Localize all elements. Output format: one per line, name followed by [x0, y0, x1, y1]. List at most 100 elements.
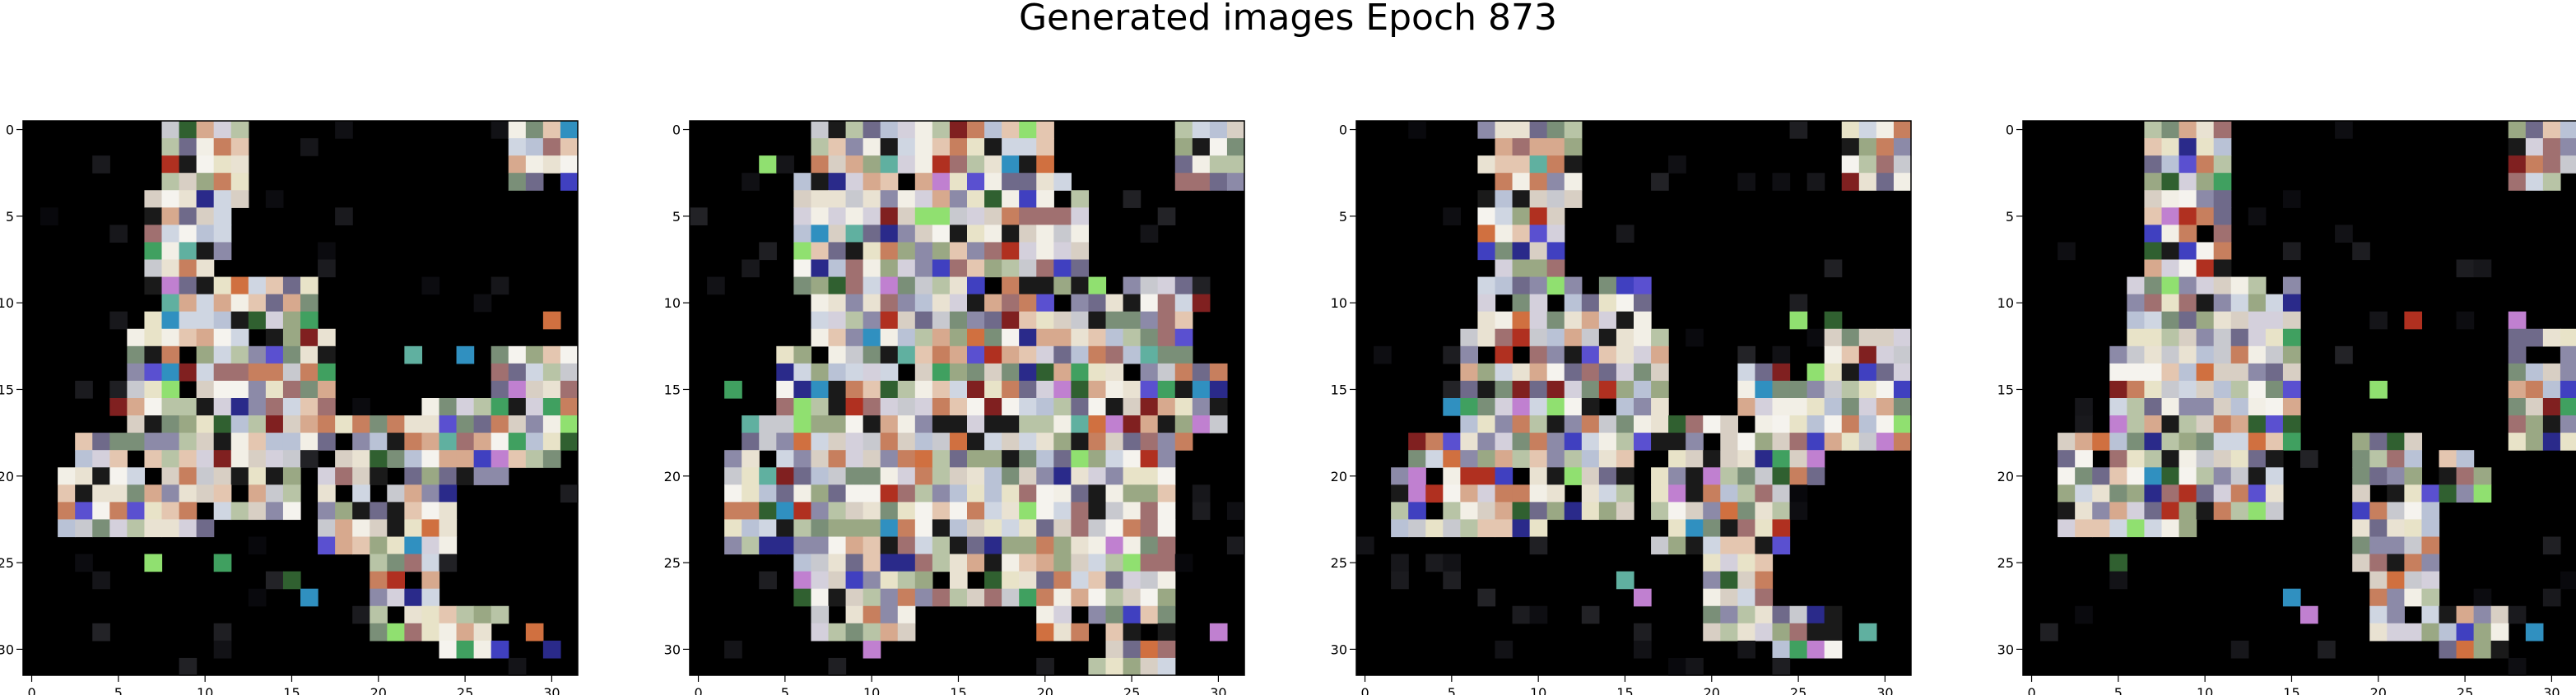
pixel	[1529, 225, 1548, 243]
pixel	[1512, 259, 1531, 278]
pixel	[759, 415, 777, 433]
pixel	[1686, 433, 1704, 451]
pixel	[1157, 450, 1176, 468]
pixel	[2335, 225, 2353, 243]
pixel	[300, 450, 319, 468]
pixel	[1105, 294, 1124, 313]
pixel	[1140, 311, 1159, 330]
pixel	[759, 155, 777, 174]
pixel	[2282, 242, 2301, 261]
pixel	[2178, 173, 2197, 191]
pixel	[1858, 415, 1877, 433]
pixel	[2178, 398, 2197, 416]
pixel	[421, 415, 440, 433]
pixel	[213, 121, 232, 139]
pixel	[1002, 294, 1020, 313]
pixel	[1408, 502, 1426, 521]
pixel	[473, 623, 492, 642]
pixel	[335, 536, 353, 555]
pixel	[2040, 623, 2058, 642]
pixel	[109, 380, 128, 399]
pixel	[265, 484, 284, 503]
pixel	[1841, 328, 1860, 347]
pixel	[92, 433, 110, 451]
pixel	[1374, 345, 1392, 364]
pixel	[213, 640, 232, 659]
pixel	[863, 467, 881, 485]
pixel	[1806, 640, 1825, 659]
pixel	[300, 398, 319, 416]
pixel	[282, 484, 301, 503]
pixel	[1686, 536, 1704, 555]
pixel	[92, 484, 110, 503]
pixel	[914, 467, 933, 485]
pixel	[1477, 363, 1496, 382]
pixel	[196, 190, 215, 208]
pixel	[1546, 484, 1565, 503]
pixel	[1157, 328, 1176, 347]
pixel	[1460, 415, 1479, 433]
pixel	[1391, 571, 1409, 590]
pixel	[2248, 380, 2267, 399]
pixel	[300, 138, 319, 156]
pixel	[863, 207, 881, 225]
pixel	[300, 380, 319, 399]
pixel	[179, 502, 198, 521]
pixel	[1174, 155, 1193, 174]
pixel	[1737, 605, 1756, 624]
pixel	[2213, 207, 2232, 225]
pixel	[1564, 345, 1583, 364]
pixel	[1071, 519, 1090, 538]
pixel	[1036, 398, 1054, 416]
pixel	[282, 294, 301, 313]
pixel	[1893, 363, 1912, 382]
pixel	[2508, 173, 2527, 191]
pixel	[1157, 398, 1176, 416]
pixel	[1789, 294, 1808, 313]
pixel	[2161, 138, 2180, 156]
pixel	[1806, 173, 1825, 191]
pixel	[880, 519, 899, 538]
y-tick-label: 15	[1331, 382, 1347, 397]
pixel	[949, 259, 968, 278]
pixel	[144, 450, 163, 468]
pixel	[2178, 328, 2197, 347]
pixel	[1071, 398, 1090, 416]
pixel	[2248, 433, 2267, 451]
pixel	[967, 519, 985, 538]
pixel	[2196, 242, 2215, 261]
pixel	[2352, 502, 2370, 521]
pixel	[1123, 345, 1142, 364]
pixel	[439, 433, 458, 451]
pixel	[1071, 502, 1090, 521]
pixel	[456, 640, 475, 659]
pixel	[863, 502, 881, 521]
pixel	[1036, 380, 1054, 399]
pixel	[2352, 242, 2370, 261]
pixel	[2404, 536, 2423, 555]
pixel	[897, 623, 916, 642]
pixel	[1105, 398, 1124, 416]
pixel	[2282, 345, 2301, 364]
pixel	[179, 363, 198, 382]
pixel	[932, 484, 951, 503]
pixel	[92, 623, 110, 642]
pixel	[439, 484, 458, 503]
pixel	[213, 554, 232, 572]
pixel	[525, 138, 544, 156]
pixel	[742, 415, 760, 433]
pixel	[2161, 173, 2180, 191]
pixel	[2404, 433, 2423, 451]
pixel	[1071, 571, 1090, 590]
pixel	[1460, 484, 1479, 503]
pixel	[2213, 433, 2232, 451]
pixel	[1893, 138, 1912, 156]
pixel	[1893, 121, 1912, 139]
pixel	[1546, 380, 1565, 399]
pixel	[2213, 190, 2232, 208]
pixel	[144, 311, 163, 330]
pixel	[1088, 276, 1107, 295]
pixel	[1443, 207, 1461, 225]
pixel	[1443, 380, 1461, 399]
